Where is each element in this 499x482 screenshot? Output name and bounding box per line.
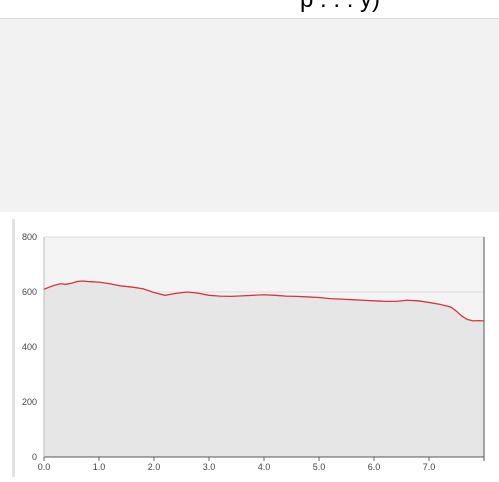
top-header-strip: p . . . y): [0, 0, 499, 19]
x-tick-label: 3.0: [203, 462, 216, 472]
chart-area-layer: [44, 281, 484, 457]
x-tick-label: 4.0: [258, 462, 271, 472]
y-tick-label: 200: [22, 397, 37, 407]
panel-divider: [0, 212, 499, 219]
y-tick-label: 0: [32, 452, 37, 462]
chart-axes: [43, 237, 485, 461]
empty-content-panel: [0, 19, 499, 212]
x-tick-label: 5.0: [313, 462, 326, 472]
line-area-chart: 0 200 400 600 800 0.0 1.0 2.0 3.0 4.0 5.0 6.0 7.0: [22, 232, 485, 472]
x-tick-label: 0.0: [38, 462, 51, 472]
left-scroll-rail[interactable]: [12, 219, 15, 477]
x-tick-label: 7.0: [423, 462, 436, 472]
chart-panel: 0 200 400 600 800 0.0 1.0 2.0 3.0 4.0 5.0 6.0 7.0: [0, 219, 499, 477]
y-tick-label: 800: [22, 232, 37, 242]
x-tick-label: 2.0: [148, 462, 161, 472]
chart-tick-labels: 0 200 400 600 800 0.0 1.0 2.0 3.0 4.0 5.0 6.0 7.0: [22, 232, 435, 472]
series-line: [43, 280, 485, 322]
series-area-fill: [44, 281, 484, 457]
y-tick-label: 600: [22, 287, 37, 297]
x-tick-label: 6.0: [368, 462, 381, 472]
page-title-fragment: p . . . y): [300, 0, 380, 14]
y-tick-label: 400: [22, 342, 37, 352]
chart-series-layer: [43, 280, 485, 322]
x-tick-label: 1.0: [93, 462, 106, 472]
